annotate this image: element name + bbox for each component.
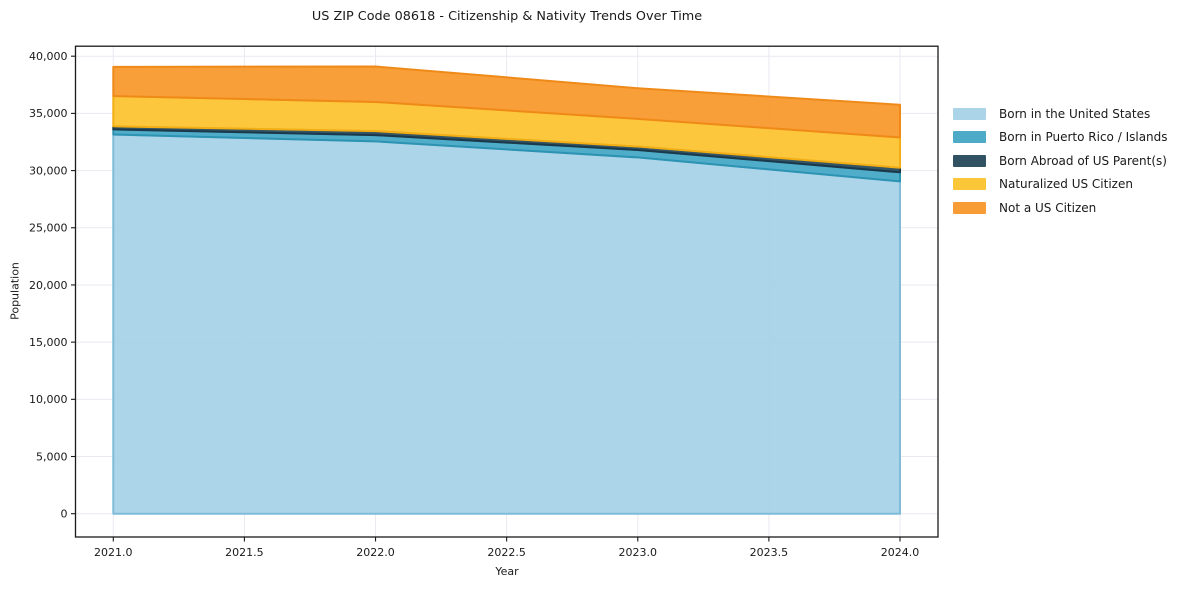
y-tick-label: 5,000 — [36, 450, 68, 463]
legend-item-born-us: Born in the United States — [953, 108, 1168, 120]
y-tick-label: 10,000 — [29, 393, 68, 406]
x-tick-label: 2022.0 — [356, 546, 395, 559]
area-not-citizen — [112, 65, 901, 139]
y-tick-label: 0 — [61, 508, 68, 521]
legend: Born in the United States Born in Puerto … — [953, 108, 1168, 225]
y-tick-label: 15,000 — [29, 336, 68, 349]
y-tick-label: 35,000 — [29, 107, 68, 120]
chart-title: US ZIP Code 08618 - Citizenship & Nativi… — [311, 9, 703, 24]
y-tick-label: 20,000 — [29, 279, 68, 292]
x-tick-label: 2024.0 — [881, 546, 920, 559]
legend-item-born-abroad: Born Abroad of US Parent(s) — [953, 153, 1168, 168]
legend-item-naturalized: Naturalized US Citizen — [953, 177, 1168, 192]
x-tick-label: 2022.5 — [487, 546, 526, 559]
y-tick-label: 25,000 — [29, 222, 68, 235]
legend-label: Naturalized US Citizen — [999, 177, 1133, 192]
y-tick-label: 30,000 — [29, 164, 68, 177]
x-axis-label: Year — [495, 565, 519, 578]
x-tick-label: 2023.5 — [750, 546, 789, 559]
legend-label: Not a US Citizen — [999, 200, 1097, 215]
legend-swatch-born-pr — [953, 131, 986, 144]
legend-swatch-not-citizen — [953, 201, 986, 214]
legend-swatch-born-us — [953, 108, 986, 120]
legend-label: Born in the United States — [999, 107, 1151, 121]
legend-swatch-naturalized — [953, 178, 986, 191]
x-tick-label: 2021.5 — [225, 546, 264, 559]
area-born-us — [112, 133, 901, 515]
y-tick-label: 40,000 — [29, 50, 68, 63]
y-axis-label: Population — [8, 262, 22, 320]
legend-swatch-born-abroad — [953, 154, 986, 167]
legend-item-born-pr: Born in Puerto Rico / Islands — [953, 130, 1168, 145]
x-tick-label: 2021.0 — [94, 546, 133, 559]
legend-item-not-citizen: Not a US Citizen — [953, 200, 1168, 215]
x-tick-label: 2023.0 — [619, 546, 658, 559]
legend-label: Born Abroad of US Parent(s) — [999, 153, 1167, 168]
legend-label: Born in Puerto Rico / Islands — [999, 130, 1168, 145]
